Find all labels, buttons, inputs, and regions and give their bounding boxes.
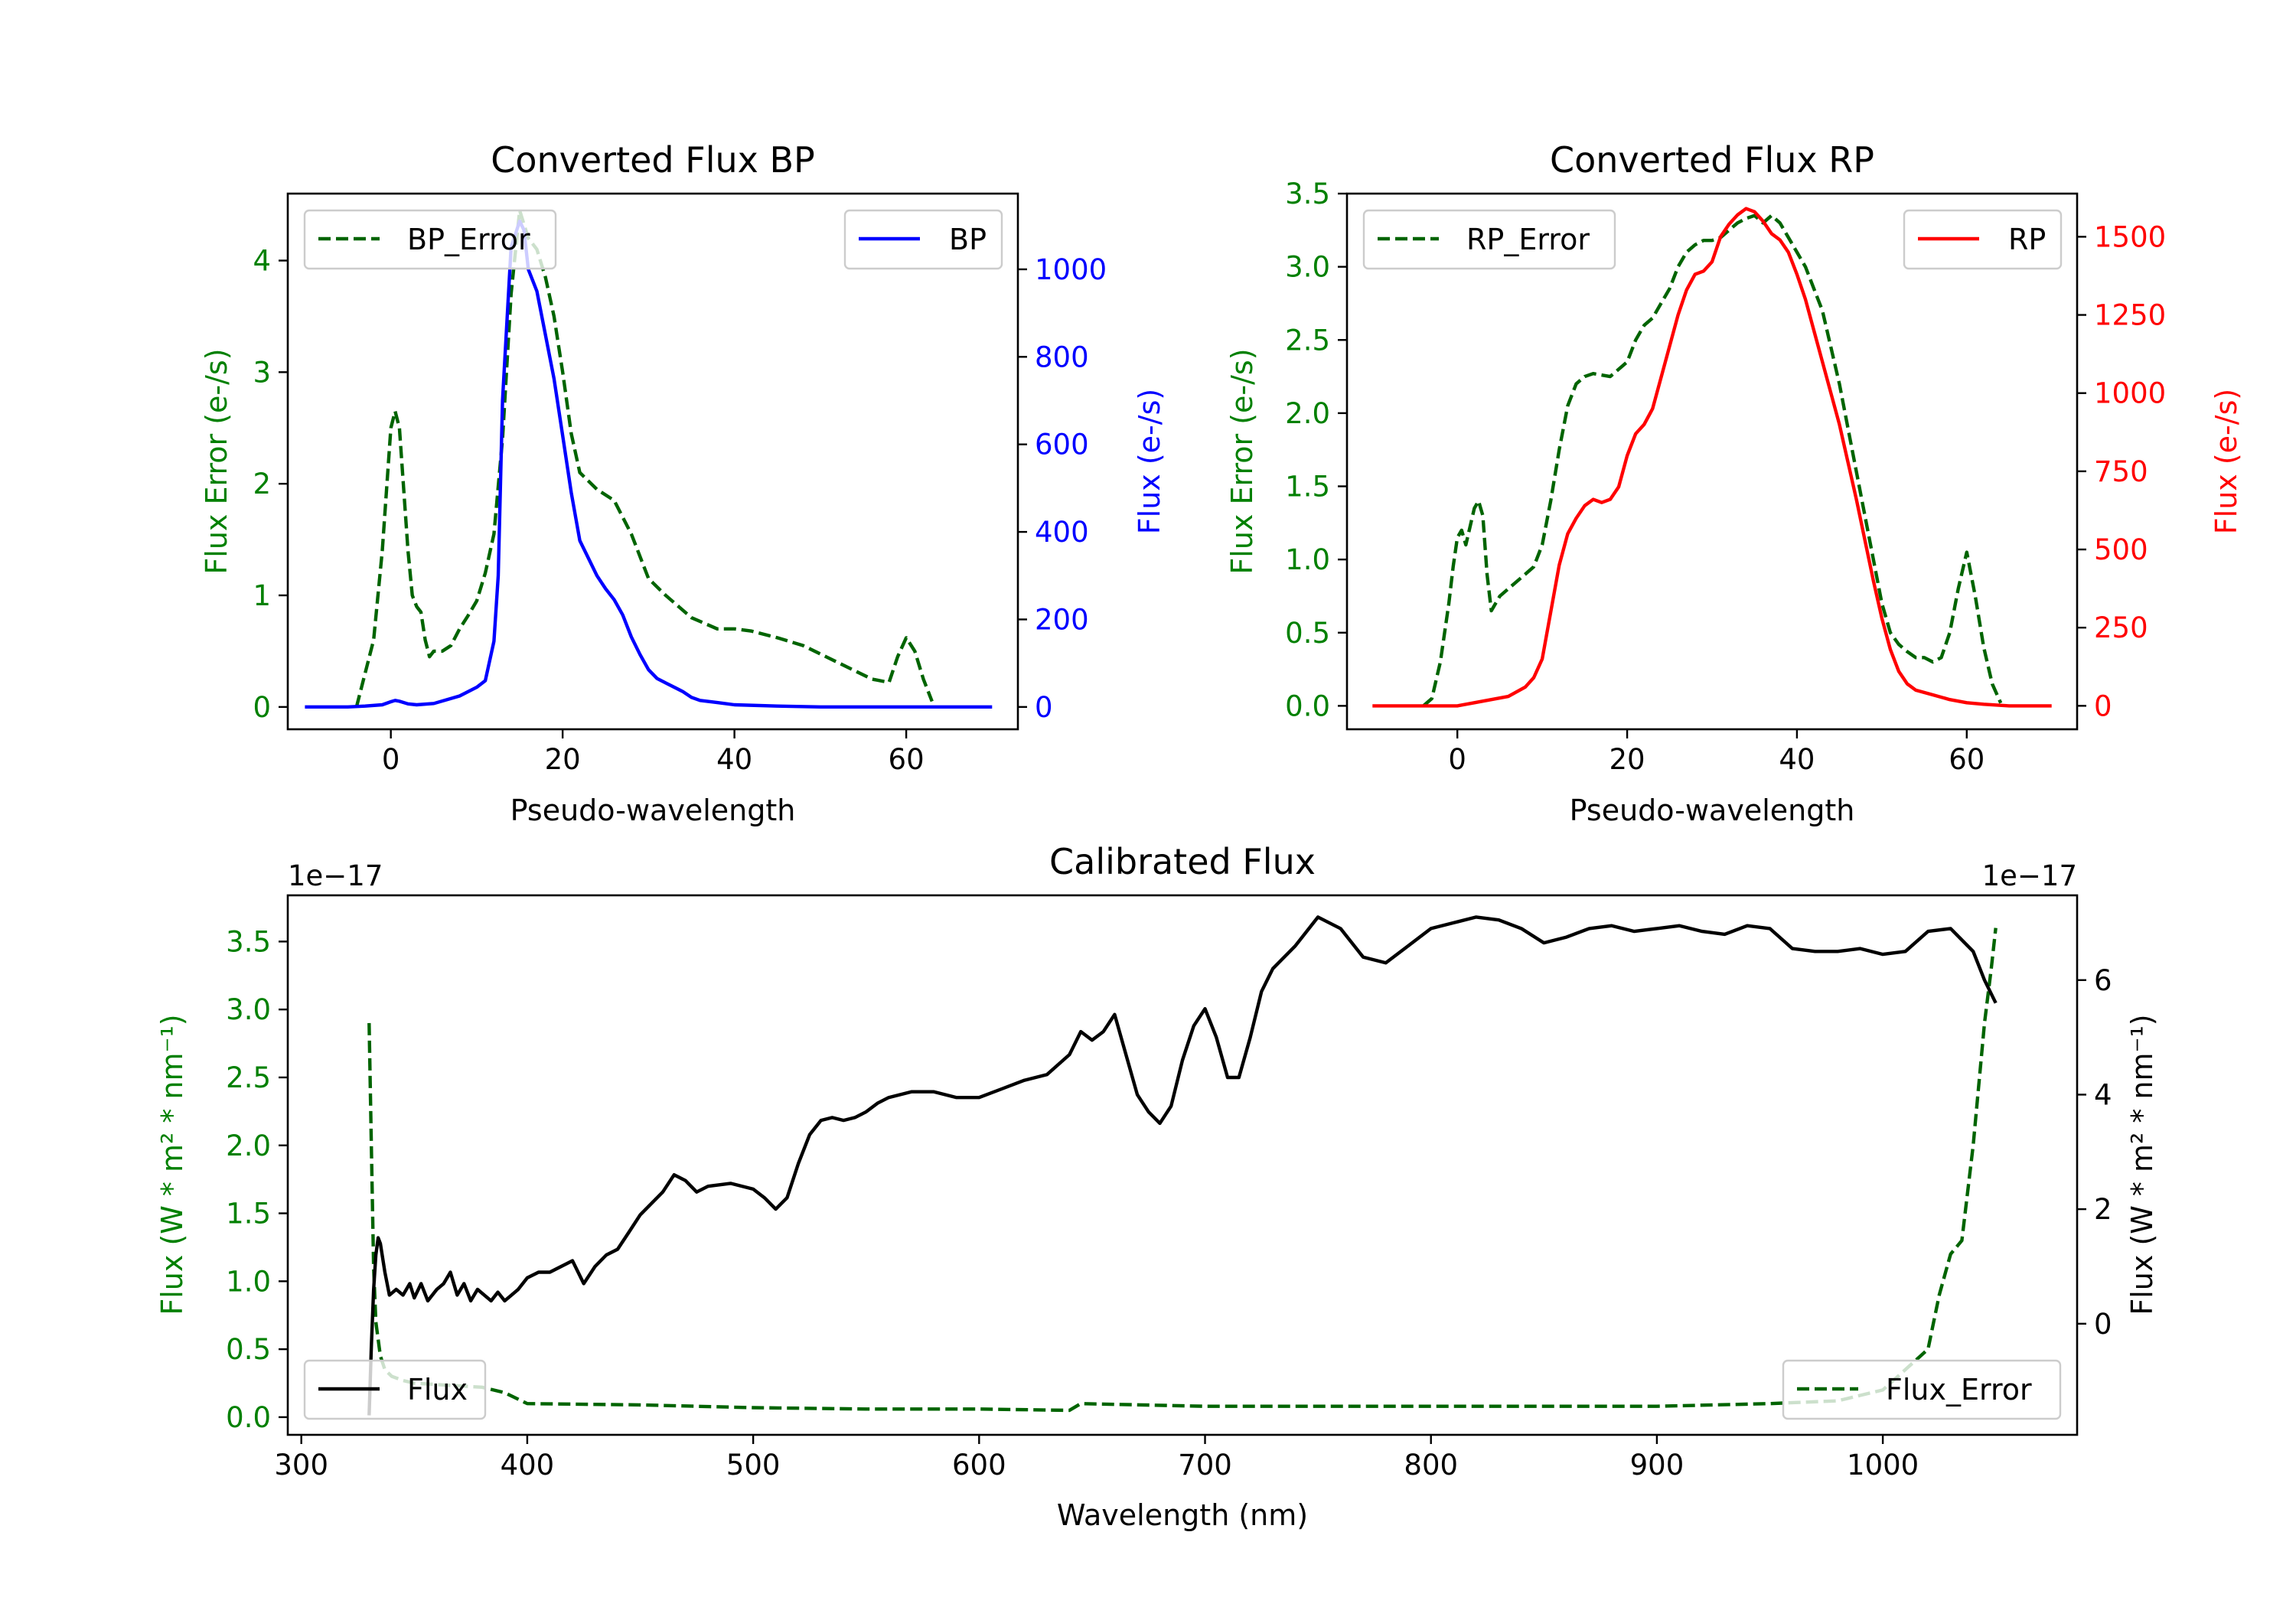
bp-xtick-label: 0 [382, 743, 400, 776]
bp-ylabel-right: Flux (e-/s) [1133, 389, 1166, 534]
bp-ytick-right-label: 400 [1035, 516, 1089, 549]
rp-legend-error-label: RP_Error [1466, 223, 1590, 256]
calibrated-title: Calibrated Flux [1049, 841, 1316, 882]
calibrated-series-flux-line [367, 915, 1998, 1416]
calibrated-axes-frame [286, 894, 2079, 1436]
calibrated-ytick-right-label: 4 [2094, 1078, 2112, 1111]
rp-series-rp-error-line [1422, 214, 2003, 708]
bp-legend-flux: BP [843, 209, 1003, 270]
bp-ytick-left-label: 4 [253, 245, 271, 278]
calibrated-xtick-label: 900 [1630, 1449, 1684, 1482]
rp-ytick-right-label: 500 [2094, 533, 2148, 566]
bp-ytick-left-label: 0 [253, 691, 271, 724]
rp-ytick-right-label: 1250 [2094, 299, 2166, 332]
calibrated-xtick-label: 700 [1178, 1449, 1232, 1482]
rp-series-rp-line [1372, 207, 2052, 708]
calibrated-xtick-label: 600 [952, 1449, 1006, 1482]
rp-ytick-right-label: 1500 [2094, 220, 2166, 253]
calibrated-ytick-left-label: 2.5 [226, 1061, 271, 1094]
calibrated-ylabel-right: Flux (W * m² * nm⁻¹) [2125, 1014, 2159, 1315]
bp-ytick-right-label: 0 [1035, 691, 1053, 724]
rp-xtick-label: 60 [1949, 743, 1985, 776]
calibrated-legend-error: Flux_Error [1782, 1359, 2062, 1420]
rp-ytick-left-label: 1.5 [1285, 471, 1330, 504]
rp-ytick-right-label: 250 [2094, 611, 2148, 644]
rp-ytick-left-label: 3.0 [1285, 251, 1330, 284]
bp-ytick-right-label: 200 [1035, 603, 1089, 636]
rp-legend-error: RP_Error [1362, 209, 1616, 270]
bp-xtick-label: 20 [545, 743, 581, 776]
bp-legend-flux-label: BP [949, 223, 987, 256]
bp-ytick-right-label: 1000 [1035, 253, 1107, 286]
rp-xtick-label: 20 [1609, 743, 1645, 776]
rp-ytick-right-label: 750 [2094, 455, 2148, 488]
bp-legend-error: BP_Error [303, 209, 557, 270]
calibrated-ytick-left-label: 3.0 [226, 993, 271, 1026]
rp-panel: 0 20 40 60 0.0 0.5 1.0 1.5 2.0 2.5 3.0 3.5 0 250 500… [1225, 139, 2243, 827]
calibrated-offset-right: 1e−17 [1982, 859, 2077, 892]
bp-xtick-label: 40 [716, 743, 752, 776]
calibrated-ytick-left-label: 3.5 [226, 925, 271, 958]
rp-ytick-left-label: 1.0 [1285, 543, 1330, 576]
calibrated-panel: 300 400 500 600 700 800 900 1000 0.0 0.5 1.0 1.5 2.… [155, 841, 2159, 1532]
rp-ytick-left-label: 2.0 [1285, 397, 1330, 430]
calibrated-ylabel-left: Flux (W * m² * nm⁻¹) [155, 1014, 189, 1315]
calibrated-legend-flux: Flux [303, 1359, 487, 1420]
bp-panel: 0 20 40 60 0 1 2 3 4 0 200 400 600 800 1000 Converte… [200, 139, 1166, 827]
rp-ytick-right-label: 1000 [2094, 377, 2166, 410]
bp-ytick-right-label: 800 [1035, 341, 1089, 373]
calibrated-xtick-label: 500 [726, 1449, 781, 1482]
bp-ytick-left-label: 1 [253, 579, 271, 612]
rp-ytick-left-label: 2.5 [1285, 324, 1330, 357]
calibrated-ytick-right-label: 2 [2094, 1193, 2112, 1226]
bp-axes-frame [286, 192, 1019, 731]
calibrated-legend-flux-label: Flux [407, 1373, 468, 1407]
rp-xlabel: Pseudo-wavelength [1570, 794, 1855, 827]
calibrated-ytick-left-label: 1.0 [226, 1265, 271, 1298]
bp-ytick-left-label: 3 [253, 356, 271, 389]
calibrated-ytick-right-label: 6 [2094, 964, 2112, 997]
rp-ylabel-right: Flux (e-/s) [2210, 389, 2243, 534]
bp-ytick-right-label: 600 [1035, 429, 1089, 461]
rp-axes-frame [1345, 192, 2079, 731]
bp-legend-error-label: BP_Error [407, 223, 530, 256]
rp-ylabel-left: Flux Error (e-/s) [1225, 348, 1259, 574]
bp-ylabel-left: Flux Error (e-/s) [200, 348, 233, 574]
bp-ytick-left-label: 2 [253, 468, 271, 500]
rp-ytick-left-label: 0.5 [1285, 617, 1330, 650]
rp-ytick-left-label: 3.5 [1285, 178, 1330, 210]
calibrated-ytick-left-label: 0.5 [226, 1333, 271, 1366]
calibrated-xtick-label: 300 [274, 1449, 328, 1482]
rp-ytick-left-label: 0.0 [1285, 689, 1330, 722]
calibrated-offset-left: 1e−17 [288, 859, 383, 892]
rp-xtick-label: 40 [1779, 743, 1815, 776]
bp-xlabel: Pseudo-wavelength [510, 794, 796, 827]
rp-xtick-label: 0 [1448, 743, 1466, 776]
rp-legend-flux-label: RP [2008, 223, 2046, 256]
calibrated-ytick-left-label: 2.0 [226, 1129, 271, 1162]
bp-xtick-label: 60 [889, 743, 925, 776]
calibrated-legend-error-label: Flux_Error [1886, 1373, 2032, 1407]
calibrated-ytick-right-label: 0 [2094, 1308, 2112, 1341]
calibrated-xtick-label: 800 [1404, 1449, 1458, 1482]
calibrated-ytick-left-label: 0.0 [226, 1401, 271, 1434]
calibrated-xtick-label: 1000 [1847, 1449, 1919, 1482]
rp-legend-flux: RP [1903, 209, 2063, 270]
bp-title: Converted Flux BP [491, 139, 815, 181]
calibrated-xlabel: Wavelength (nm) [1057, 1498, 1308, 1532]
calibrated-xtick-label: 400 [501, 1449, 555, 1482]
bp-series-bp-line [305, 219, 993, 709]
rp-ytick-right-label: 0 [2094, 689, 2112, 722]
rp-title: Converted Flux RP [1550, 139, 1874, 181]
calibrated-ytick-left-label: 1.5 [226, 1198, 271, 1231]
